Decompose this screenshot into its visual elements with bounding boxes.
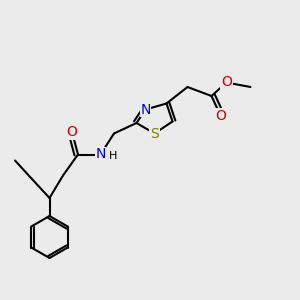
Text: O: O <box>221 76 232 89</box>
Text: O: O <box>67 125 77 139</box>
Text: O: O <box>215 109 226 122</box>
Text: H: H <box>109 151 117 161</box>
Text: N: N <box>95 148 106 161</box>
Text: S: S <box>150 127 159 140</box>
Text: N: N <box>140 103 151 116</box>
